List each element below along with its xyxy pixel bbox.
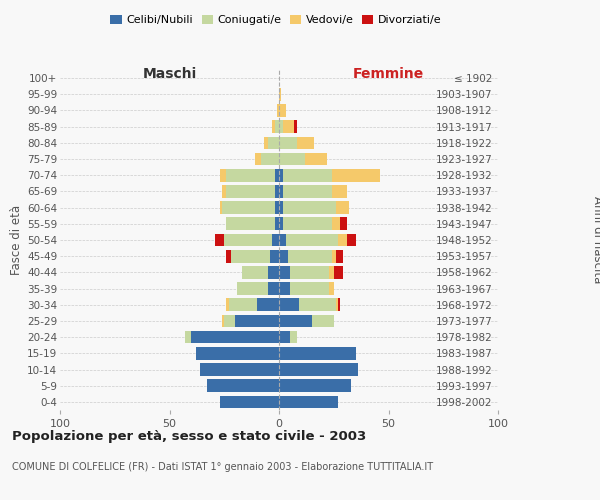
Bar bbox=[268, 282, 279, 295]
Bar bbox=[295, 120, 296, 133]
Text: COMUNE DI COLFELICE (FR) - Dati ISTAT 1° gennaio 2003 - Elaborazione TUTTITALIA.: COMUNE DI COLFELICE (FR) - Dati ISTAT 1°… bbox=[12, 462, 433, 472]
Text: Popolazione per età, sesso e stato civile - 2003: Popolazione per età, sesso e stato civil… bbox=[12, 430, 366, 443]
Bar bbox=[268, 266, 279, 278]
Bar bbox=[312, 314, 334, 328]
Bar bbox=[255, 152, 262, 166]
Bar bbox=[332, 250, 336, 262]
Legend: Celibi/Nubili, Coniugati/e, Vedovi/e, Divorziati/e: Celibi/Nubili, Coniugati/e, Vedovi/e, Di… bbox=[106, 10, 446, 30]
Bar bbox=[290, 266, 329, 278]
Text: Anni di nascita: Anni di nascita bbox=[590, 196, 600, 284]
Bar bbox=[226, 218, 275, 230]
Bar bbox=[207, 380, 279, 392]
Bar bbox=[220, 169, 226, 181]
Y-axis label: Fasce di età: Fasce di età bbox=[10, 205, 23, 275]
Bar bbox=[279, 104, 286, 117]
Bar bbox=[290, 331, 296, 344]
Bar bbox=[275, 185, 279, 198]
Bar bbox=[263, 136, 268, 149]
Bar bbox=[336, 250, 343, 262]
Bar bbox=[226, 250, 231, 262]
Bar bbox=[283, 185, 332, 198]
Bar bbox=[279, 363, 358, 376]
Bar bbox=[257, 298, 279, 311]
Bar bbox=[279, 136, 296, 149]
Bar bbox=[338, 298, 340, 311]
Bar bbox=[279, 202, 283, 214]
Bar bbox=[299, 298, 336, 311]
Bar bbox=[290, 282, 329, 295]
Bar bbox=[229, 298, 257, 311]
Bar bbox=[270, 250, 279, 262]
Bar bbox=[226, 169, 275, 181]
Bar bbox=[279, 185, 283, 198]
Bar bbox=[279, 266, 290, 278]
Bar bbox=[279, 169, 283, 181]
Bar bbox=[222, 202, 275, 214]
Bar bbox=[224, 314, 235, 328]
Bar bbox=[224, 234, 272, 246]
Bar bbox=[222, 314, 224, 328]
Bar bbox=[279, 218, 283, 230]
Bar bbox=[262, 152, 279, 166]
Bar bbox=[334, 266, 343, 278]
Bar bbox=[279, 314, 312, 328]
Bar bbox=[283, 218, 332, 230]
Bar bbox=[220, 396, 279, 408]
Bar bbox=[296, 136, 314, 149]
Bar bbox=[277, 104, 279, 117]
Bar bbox=[329, 266, 334, 278]
Text: Maschi: Maschi bbox=[142, 67, 197, 81]
Bar bbox=[279, 250, 288, 262]
Bar bbox=[275, 202, 279, 214]
Text: Femmine: Femmine bbox=[353, 67, 424, 81]
Bar bbox=[286, 234, 338, 246]
Bar bbox=[340, 218, 347, 230]
Bar bbox=[200, 363, 279, 376]
Bar bbox=[283, 202, 336, 214]
Bar bbox=[332, 169, 380, 181]
Bar bbox=[242, 266, 268, 278]
Bar bbox=[222, 185, 226, 198]
Bar bbox=[283, 120, 295, 133]
Bar bbox=[336, 202, 349, 214]
Bar bbox=[235, 314, 279, 328]
Bar bbox=[226, 298, 229, 311]
Bar bbox=[347, 234, 356, 246]
Bar bbox=[226, 185, 275, 198]
Bar bbox=[272, 234, 279, 246]
Bar bbox=[338, 234, 347, 246]
Bar bbox=[279, 282, 290, 295]
Bar bbox=[275, 218, 279, 230]
Bar bbox=[329, 282, 334, 295]
Bar bbox=[272, 120, 275, 133]
Bar bbox=[279, 347, 356, 360]
Bar bbox=[279, 88, 281, 101]
Bar bbox=[268, 136, 279, 149]
Bar bbox=[332, 218, 340, 230]
Bar bbox=[215, 234, 224, 246]
Bar bbox=[332, 185, 347, 198]
Bar bbox=[220, 202, 222, 214]
Bar bbox=[279, 234, 286, 246]
Bar bbox=[196, 347, 279, 360]
Bar bbox=[238, 282, 268, 295]
Bar bbox=[305, 152, 327, 166]
Bar bbox=[191, 331, 279, 344]
Bar bbox=[288, 250, 332, 262]
Bar bbox=[279, 298, 299, 311]
Bar bbox=[279, 152, 305, 166]
Bar bbox=[231, 250, 270, 262]
Bar bbox=[185, 331, 191, 344]
Bar bbox=[279, 396, 338, 408]
Bar bbox=[275, 120, 279, 133]
Bar bbox=[275, 169, 279, 181]
Bar bbox=[279, 380, 351, 392]
Bar bbox=[279, 331, 290, 344]
Bar bbox=[336, 298, 338, 311]
Bar bbox=[283, 169, 332, 181]
Bar bbox=[279, 120, 283, 133]
